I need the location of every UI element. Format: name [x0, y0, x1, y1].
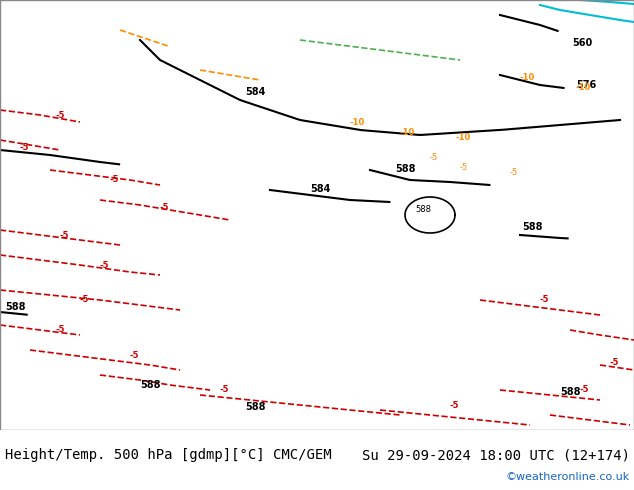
- Text: 588: 588: [140, 380, 160, 390]
- Text: -5: -5: [80, 295, 89, 304]
- Text: -10: -10: [520, 73, 535, 82]
- Text: -5: -5: [540, 295, 550, 304]
- Text: 588: 588: [245, 402, 266, 412]
- Text: -10: -10: [455, 133, 470, 142]
- Text: -10: -10: [575, 83, 590, 92]
- Text: 560: 560: [572, 38, 592, 48]
- Text: -5: -5: [510, 168, 518, 177]
- Text: 588: 588: [5, 302, 25, 312]
- Text: 584: 584: [310, 184, 330, 194]
- Text: 588: 588: [415, 205, 431, 214]
- Text: -5: -5: [100, 261, 110, 270]
- Text: 588: 588: [522, 222, 543, 232]
- Text: -5: -5: [110, 175, 119, 184]
- Text: -5: -5: [610, 358, 619, 367]
- Text: -5: -5: [220, 385, 230, 394]
- Text: -5: -5: [20, 143, 30, 152]
- Text: Su 29-09-2024 18:00 UTC (12+174): Su 29-09-2024 18:00 UTC (12+174): [362, 448, 630, 462]
- Text: -5: -5: [55, 325, 65, 334]
- Text: 576: 576: [576, 80, 596, 90]
- Text: ©weatheronline.co.uk: ©weatheronline.co.uk: [506, 472, 630, 482]
- Text: 584: 584: [245, 87, 266, 97]
- Text: 588: 588: [560, 387, 581, 397]
- Text: -5: -5: [430, 153, 438, 162]
- Text: -5: -5: [160, 203, 169, 212]
- Text: 588: 588: [395, 164, 415, 174]
- Text: -5: -5: [460, 163, 469, 172]
- Text: -10: -10: [400, 128, 415, 137]
- Text: -5: -5: [55, 111, 65, 120]
- Text: -5: -5: [60, 231, 70, 240]
- Text: -10: -10: [350, 118, 365, 127]
- Text: -5: -5: [450, 401, 460, 410]
- Text: -5: -5: [130, 351, 139, 360]
- Text: Height/Temp. 500 hPa [gdmp][°C] CMC/GEM: Height/Temp. 500 hPa [gdmp][°C] CMC/GEM: [5, 448, 332, 462]
- Text: -5: -5: [580, 385, 590, 394]
